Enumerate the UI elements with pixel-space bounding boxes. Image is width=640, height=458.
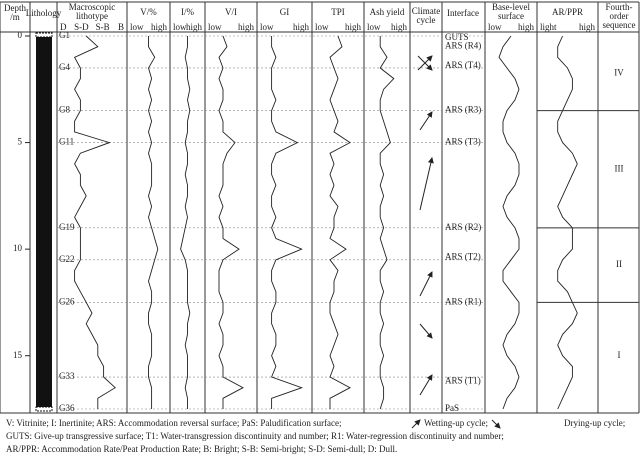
scale-label: high xyxy=(238,22,255,32)
legend-text: V: Vitrinite; I: Inertinite; ARS: Accomm… xyxy=(6,418,342,428)
interface-label: ARS (T3) xyxy=(445,137,481,147)
curve xyxy=(148,36,159,409)
column-header: Base-level xyxy=(492,2,530,12)
scale-label: high xyxy=(579,22,596,32)
depth-tick-label: 5 xyxy=(18,137,23,147)
sequence-label: IV xyxy=(614,67,624,77)
scale-label: light xyxy=(540,22,557,32)
legend-arrow xyxy=(411,419,421,429)
column-header: GI xyxy=(280,7,290,17)
sequence-label: I xyxy=(618,350,621,360)
climate-arrow xyxy=(417,55,433,71)
curve xyxy=(379,36,395,410)
scale-label: low xyxy=(315,22,329,32)
legend-arrow xyxy=(491,419,501,429)
coal-seam xyxy=(36,36,52,409)
curve xyxy=(329,35,351,409)
column-header: Depth xyxy=(4,3,26,13)
seam-base xyxy=(35,406,53,412)
climate-arrow xyxy=(419,111,433,131)
column-header: Climate xyxy=(412,6,441,16)
scale-label: high xyxy=(345,22,362,32)
climate-arrow xyxy=(419,157,434,211)
depth-tick-label: 15 xyxy=(13,350,23,360)
column-header: TPI xyxy=(331,7,345,17)
scale-label: low xyxy=(208,22,222,32)
legend-text: AR/PPR: Accommodation Rate/Peat Producti… xyxy=(6,444,397,454)
interface-label: ARS (R4) xyxy=(445,41,481,51)
sample-label: G11 xyxy=(59,137,74,147)
sample-label: G26 xyxy=(59,296,75,306)
curve xyxy=(271,36,304,409)
legend-text: Wetting-up cycle; xyxy=(424,418,488,428)
column-header: surface xyxy=(498,11,524,21)
sample-label: G1 xyxy=(59,30,70,40)
scale-label: S-D xyxy=(74,22,89,32)
scale-label: low xyxy=(488,22,502,32)
climate-arrow xyxy=(419,323,433,339)
sample-label: G4 xyxy=(59,62,70,72)
curve xyxy=(498,35,520,410)
scale-label: high xyxy=(293,22,310,32)
column-header: V/I xyxy=(225,7,237,17)
interface-label: ARS (R3) xyxy=(445,105,481,115)
curve xyxy=(557,35,578,410)
scale-label: high xyxy=(151,22,168,32)
sequence-label: II xyxy=(616,259,622,269)
curve xyxy=(180,36,191,409)
scale-label: high xyxy=(518,22,535,32)
sample-label: G33 xyxy=(59,371,75,381)
scale-label: low xyxy=(173,22,187,32)
column-header: lithotype xyxy=(76,11,108,21)
scale-label: B xyxy=(118,22,124,32)
interface-label: ARS (R1) xyxy=(445,296,481,306)
scale-label: low xyxy=(130,22,144,32)
column-header: AR/PPR xyxy=(552,7,583,17)
scale-label: high xyxy=(186,22,203,32)
column-header: cycle xyxy=(417,15,436,25)
scale-label: S-B xyxy=(96,22,110,32)
column-header: Interface xyxy=(447,8,479,18)
sample-label: G36 xyxy=(59,403,75,413)
interface-label: ARS (T1) xyxy=(445,375,481,385)
scale-label: high xyxy=(391,22,408,32)
sample-label: G8 xyxy=(59,105,70,115)
seam-top xyxy=(35,32,53,38)
climate-arrow xyxy=(419,271,433,297)
interface-label: ARS (T4) xyxy=(445,60,481,70)
column-header: I/% xyxy=(181,7,194,17)
column-header: Fourth- xyxy=(606,2,633,12)
column-header: Macroscopic xyxy=(69,2,115,12)
climate-arrow xyxy=(419,374,433,396)
column-header: Lithology xyxy=(26,8,62,18)
column-header: /m xyxy=(10,12,20,22)
interface-label: ARS (R2) xyxy=(445,222,481,232)
column-header: V/% xyxy=(140,7,157,17)
legend-text: Drying-up cycle; xyxy=(564,418,625,428)
column-header: sequence xyxy=(603,20,636,30)
depth-tick-label: 0 xyxy=(18,30,23,40)
legend-text: GUTS: Give-up transgressive surface; T1:… xyxy=(6,431,504,441)
sample-label: G19 xyxy=(59,222,75,232)
sequence-label: III xyxy=(615,163,624,173)
curve xyxy=(73,35,116,409)
curve xyxy=(218,35,244,409)
scale-label: low xyxy=(367,22,381,32)
interface-label: PaS xyxy=(445,403,459,413)
interface-label: GUTS xyxy=(445,32,469,42)
scale-label: D xyxy=(60,22,67,32)
column-header: Ash yield xyxy=(370,7,405,17)
sample-label: G22 xyxy=(59,254,75,264)
depth-tick-label: 10 xyxy=(13,243,23,253)
column-header: order xyxy=(610,11,629,21)
interface-label: ARS (T2) xyxy=(445,252,481,262)
scale-label: low xyxy=(260,22,274,32)
